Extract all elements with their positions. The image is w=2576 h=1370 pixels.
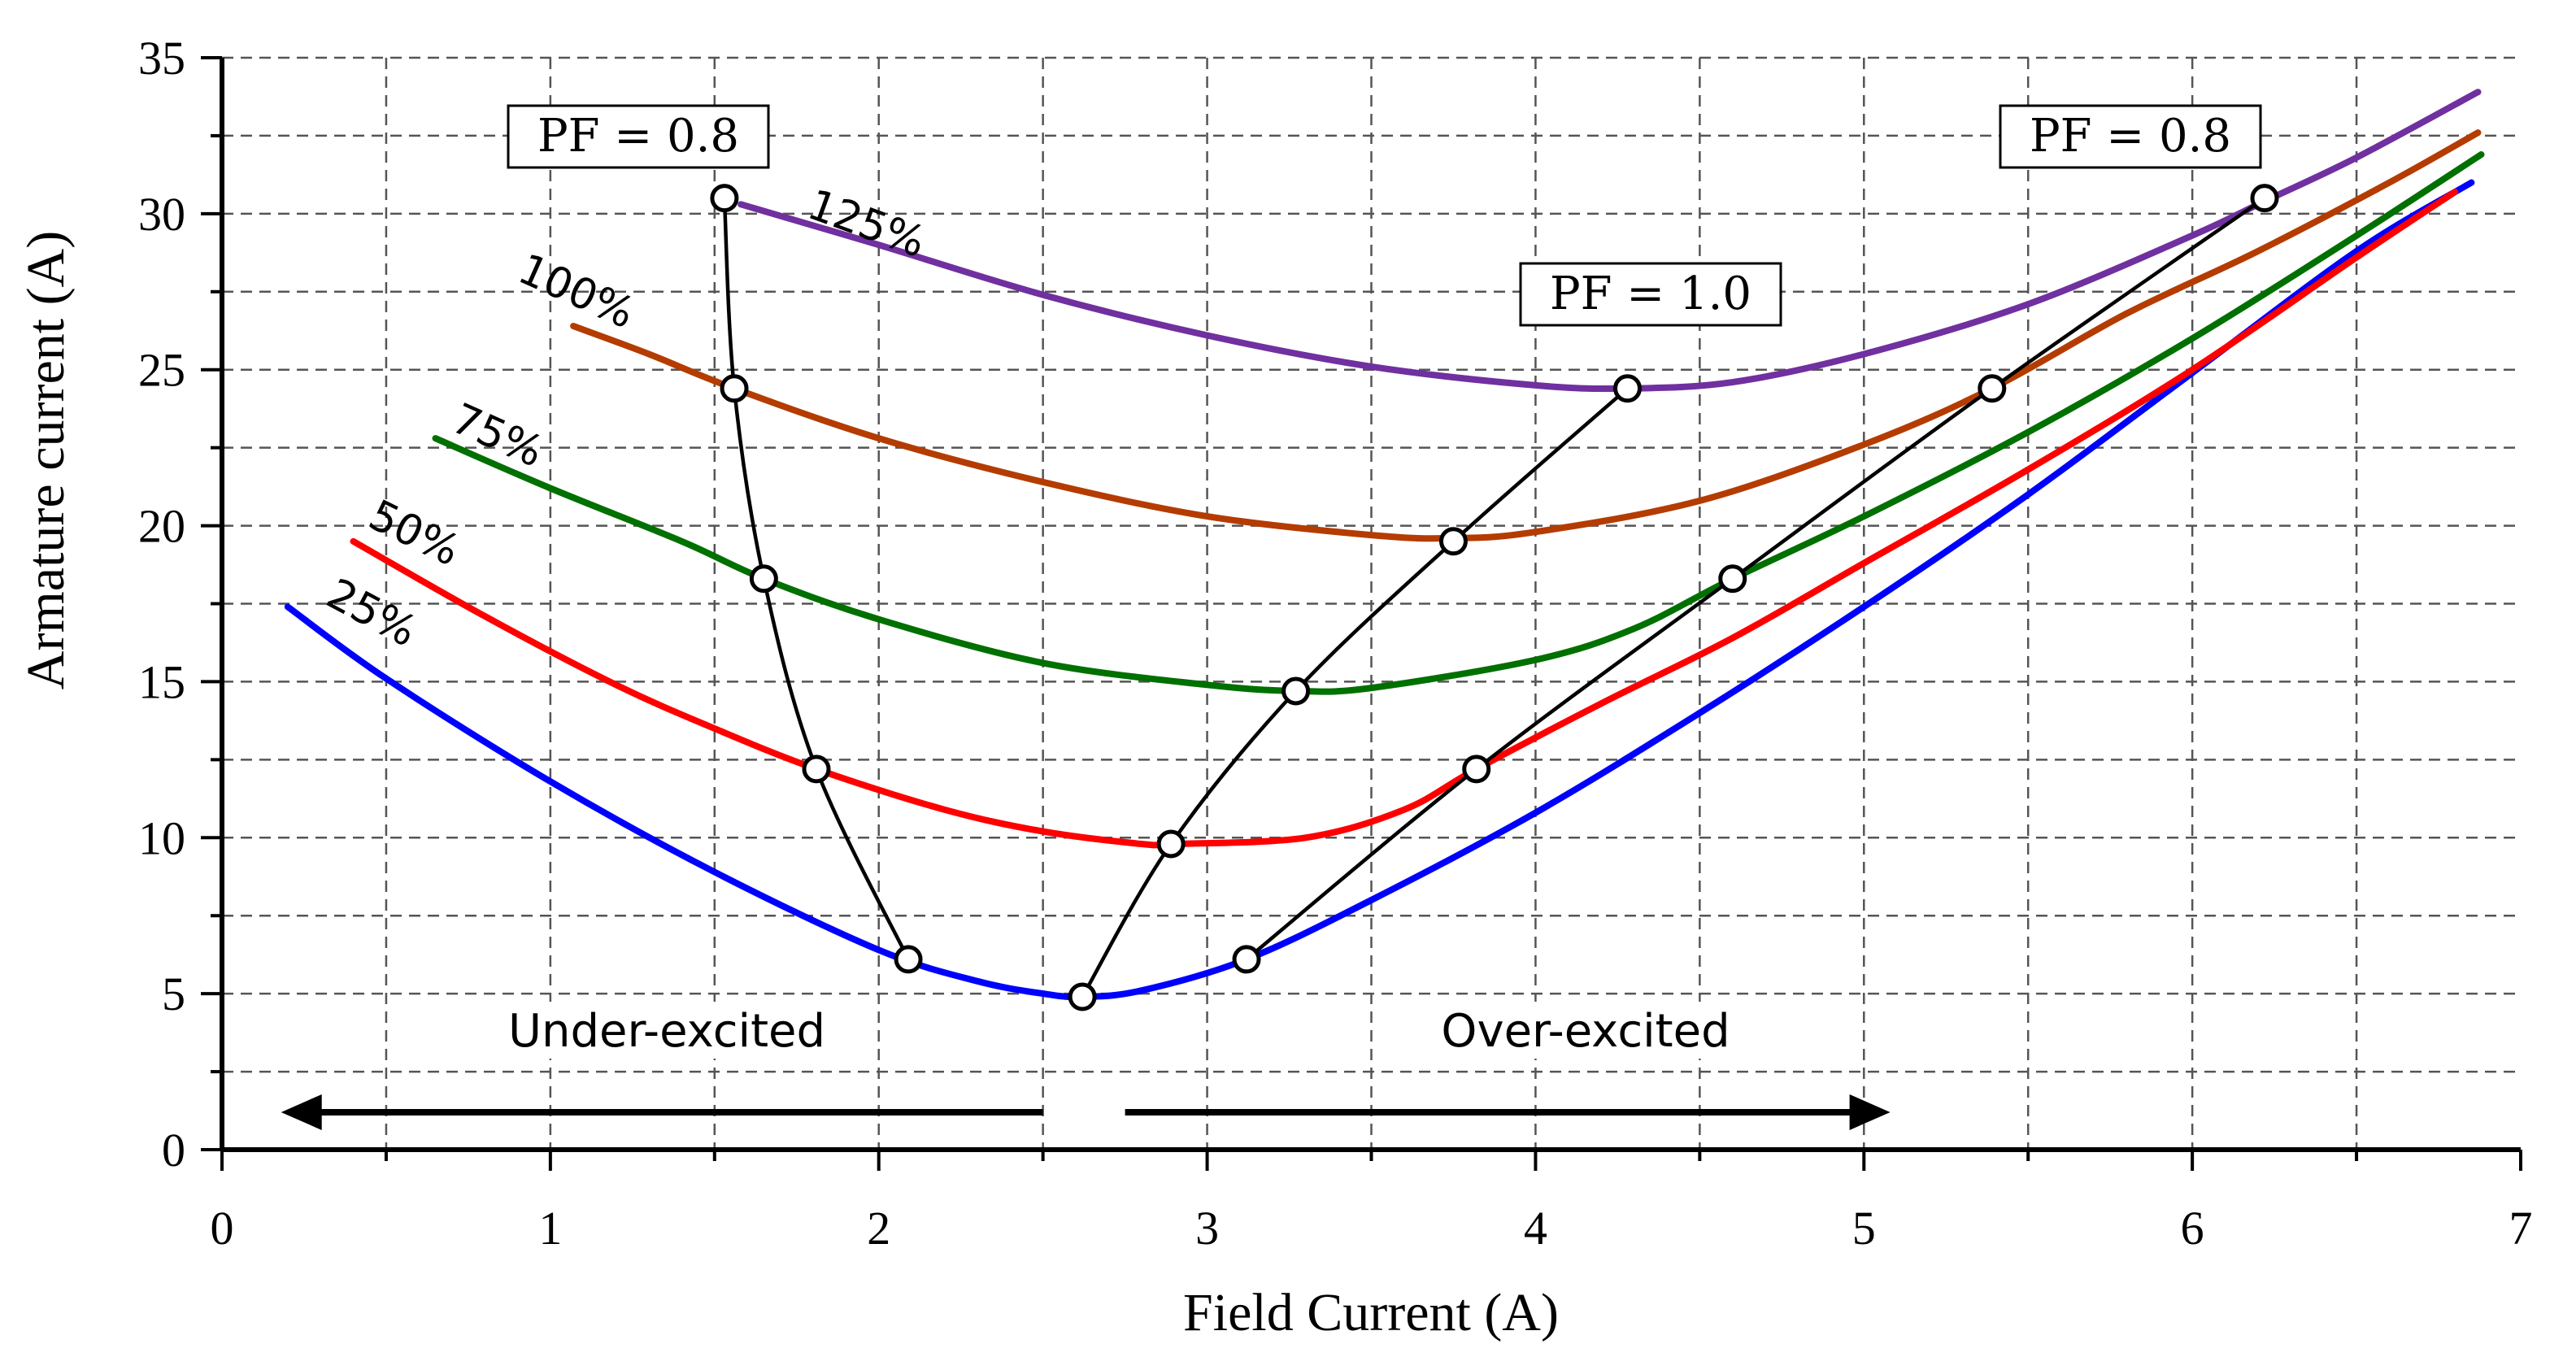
y-tick-label: 10	[138, 811, 185, 864]
pf-marker	[1068, 982, 1097, 1011]
pf-label-right: PF = 0.8	[2030, 110, 2231, 163]
y-tick-label: 5	[162, 968, 185, 1020]
series-line-100pct	[570, 129, 2482, 542]
axes	[201, 56, 2522, 1171]
pf-marker	[1232, 945, 1261, 974]
pf-marker	[802, 755, 831, 784]
pf-box-right: PF = 0.8	[1999, 104, 2262, 169]
series-line-50pct	[350, 189, 2459, 849]
x-tick-label: 6	[2181, 1202, 2204, 1255]
pf-marker	[894, 945, 923, 974]
arrow-over-excited-head	[1849, 1094, 1891, 1130]
y-axis-title: Armature current (A)	[16, 231, 76, 689]
y-tick-label: 20	[138, 500, 185, 553]
pf-marker	[1438, 527, 1468, 556]
y-tick-label: 30	[138, 188, 185, 241]
pf-marker	[1718, 564, 1747, 594]
pf-marker	[1462, 755, 1491, 784]
arrow-under-excited-head	[281, 1094, 322, 1130]
x-tick-label: 7	[2509, 1202, 2533, 1255]
y-tick-label: 15	[138, 655, 185, 708]
y-tick-label: 25	[138, 344, 185, 397]
pf-marker	[710, 184, 739, 213]
series-line-25pct	[284, 179, 2475, 1001]
x-tick-label: 3	[1195, 1202, 1219, 1255]
pf-marker	[720, 374, 749, 403]
pf-marker	[1613, 374, 1643, 403]
y-tick-label: 0	[162, 1124, 185, 1176]
y-tick-labels: 0 5 10 15 20 25 30 35	[138, 32, 185, 1176]
grid	[222, 56, 2521, 1150]
pf-label-center: PF = 1.0	[1550, 267, 1751, 320]
pf-marker	[2250, 184, 2279, 213]
x-tick-label: 1	[538, 1202, 562, 1255]
pf-box-left: PF = 0.8	[507, 104, 770, 169]
region-label-bg-left	[480, 1002, 854, 1059]
region-label-over-excited: Over-excited	[1441, 1005, 1730, 1058]
pf-markers	[710, 184, 2279, 1011]
x-tick-label: 2	[867, 1202, 890, 1255]
y-tick-label: 35	[138, 32, 185, 85]
pf-label-left: PF = 0.8	[537, 110, 739, 163]
pf-marker	[1156, 829, 1186, 859]
x-tick-label: 0	[211, 1202, 234, 1255]
region-label-under-excited: Under-excited	[508, 1005, 825, 1058]
x-tick-labels: 0 1 2 3 4 5 6 7	[211, 1202, 2533, 1255]
x-tick-label: 5	[1852, 1202, 1876, 1255]
excitation-arrows	[281, 1094, 1891, 1130]
pf-marker	[749, 564, 778, 594]
pf-marker	[1281, 676, 1311, 706]
x-tick-label: 4	[1524, 1202, 1547, 1255]
pf-marker	[1978, 374, 2007, 403]
pf-box-center: PF = 1.0	[1519, 262, 1782, 327]
x-axis-title: Field Current (A)	[1183, 1283, 1559, 1342]
region-label-bg-right	[1415, 1002, 1756, 1059]
